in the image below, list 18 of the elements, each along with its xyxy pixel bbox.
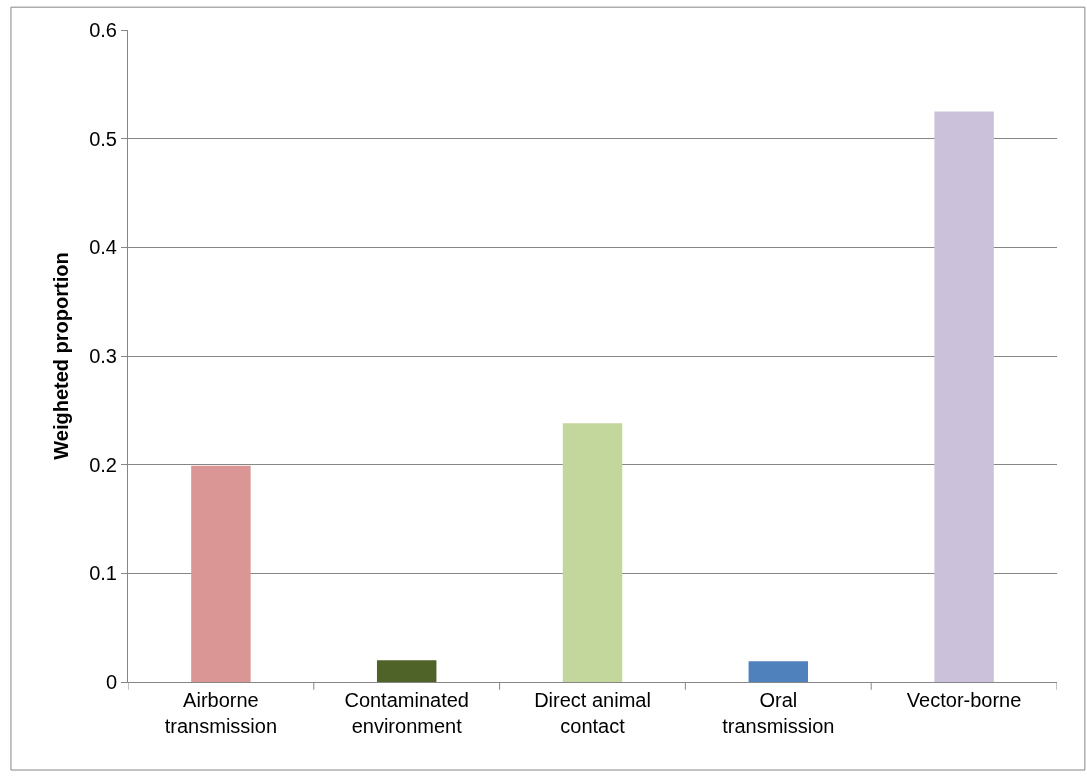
y-tick-label: 0.5 xyxy=(89,127,117,150)
x-tick-label: Oral transmission xyxy=(722,689,835,737)
y-axis-title: Weigheted proportion xyxy=(49,252,72,460)
bar xyxy=(934,111,994,682)
y-tick-label: 0 xyxy=(105,671,117,693)
y-tick-label: 0.4 xyxy=(89,236,117,259)
x-tick-label: Airborne transmission xyxy=(164,689,278,737)
bar xyxy=(376,660,437,682)
x-tick-label: Vector-borne xyxy=(906,689,1022,711)
y-tick-label: 0.2 xyxy=(89,453,117,476)
bar xyxy=(191,465,251,682)
y-tick-label: 0.3 xyxy=(89,345,117,367)
y-tick-label: 0.1 xyxy=(89,562,117,585)
x-tick-label: Direct animal contact xyxy=(534,689,651,737)
y-tick-label: 0.6 xyxy=(89,19,117,41)
bar xyxy=(748,661,809,682)
x-tick-label: Contaminated environment xyxy=(344,689,469,737)
bar xyxy=(562,423,623,682)
